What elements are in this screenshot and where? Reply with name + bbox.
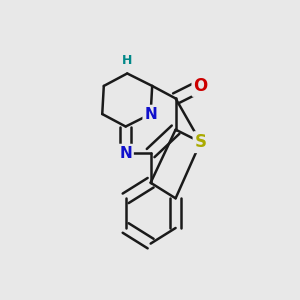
Text: S: S — [195, 133, 207, 151]
Text: H: H — [122, 55, 132, 68]
Text: N: N — [119, 146, 132, 160]
Text: O: O — [194, 77, 208, 95]
Text: N: N — [144, 106, 157, 122]
